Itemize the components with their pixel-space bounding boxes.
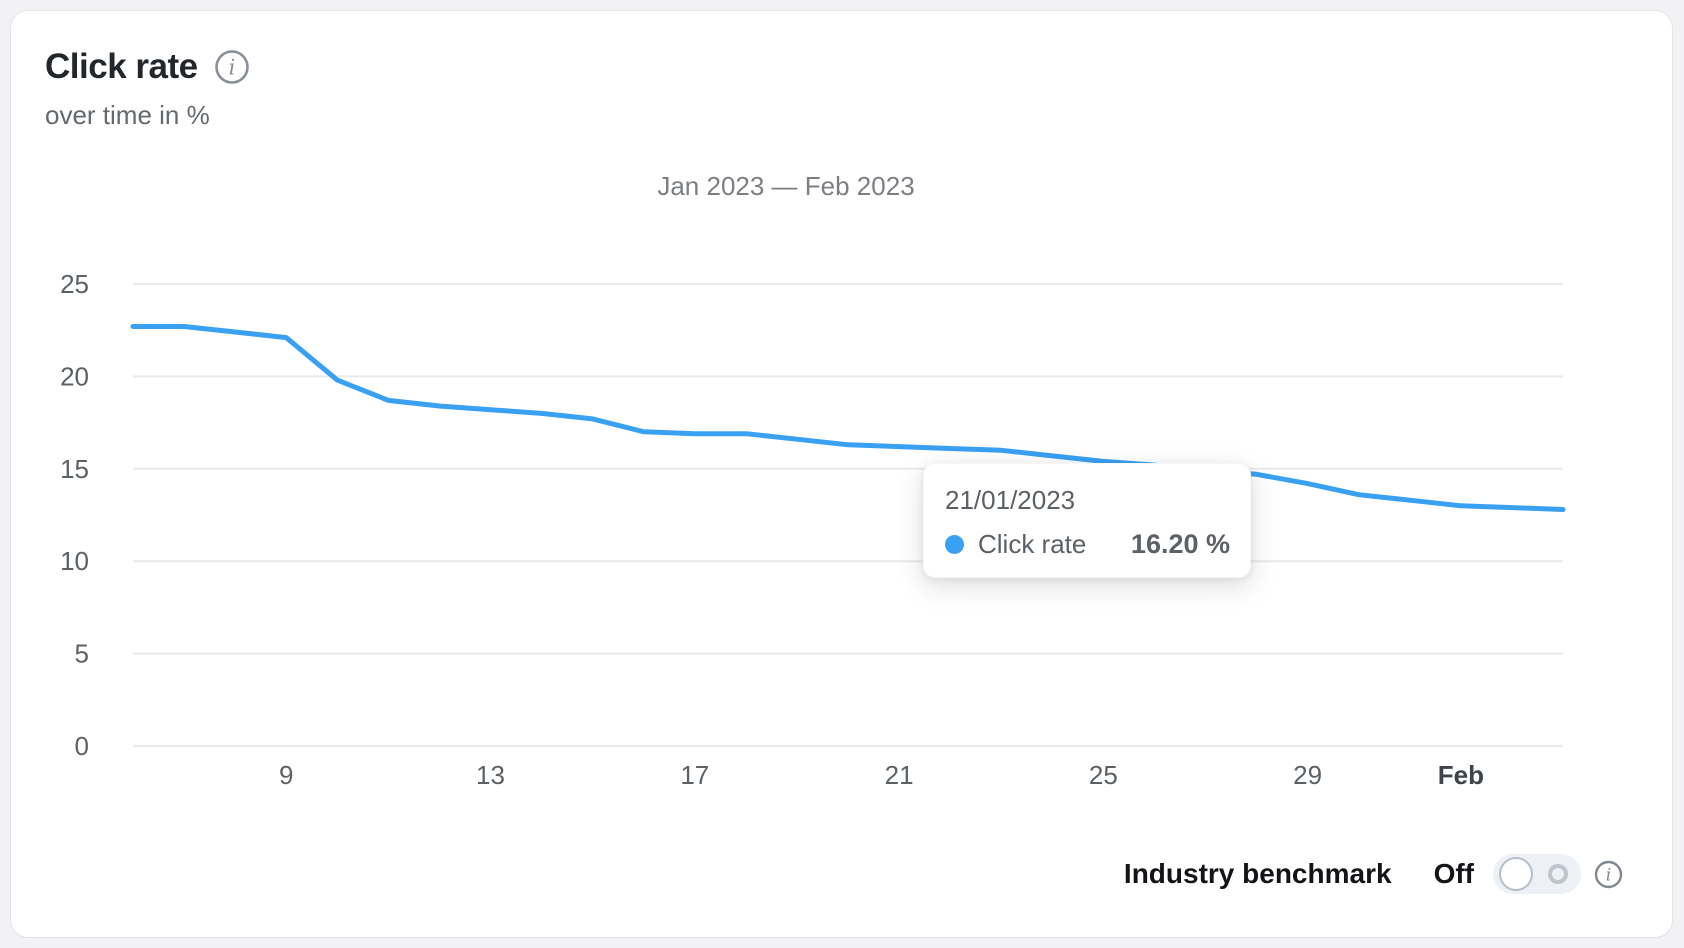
- card-header: Click rate i over time in %: [45, 47, 250, 131]
- chart-period-title: Jan 2023 — Feb 2023: [657, 171, 915, 201]
- toggle-ring-icon: [1548, 864, 1568, 884]
- x-tick-label: 13: [476, 760, 505, 790]
- click-rate-line[interactable]: [130, 324, 1566, 512]
- y-tick-label: 5: [75, 639, 89, 669]
- click-rate-card: Click rate i over time in % Jan 2023 — F…: [10, 10, 1673, 938]
- benchmark-info-icon[interactable]: i: [1594, 860, 1623, 889]
- tooltip-value: 16.20 %: [1130, 529, 1230, 559]
- x-tick-label: Feb: [1438, 760, 1484, 790]
- x-tick-label: 9: [279, 760, 293, 790]
- tooltip-series-label: Click rate: [978, 529, 1087, 559]
- benchmark-footer: Industry benchmark Off i: [1124, 852, 1623, 896]
- x-tick-label: 29: [1293, 760, 1322, 790]
- card-subtitle: over time in %: [45, 100, 210, 130]
- click-rate-chart[interactable]: 0 5 10 15 20 25 9 13 17 21 25 29 Feb: [11, 11, 1674, 939]
- benchmark-toggle[interactable]: [1493, 854, 1581, 894]
- y-tick-label: 10: [60, 546, 89, 576]
- y-tick-label: 15: [60, 454, 89, 484]
- x-tick-label: 25: [1089, 760, 1118, 790]
- toggle-knob-icon[interactable]: [1499, 857, 1533, 891]
- svg-text:i: i: [1606, 865, 1611, 885]
- benchmark-label: Industry benchmark: [1123, 858, 1392, 889]
- card-title: Click rate: [45, 47, 198, 86]
- tooltip-date: 21/01/2023: [945, 485, 1076, 515]
- chart-tooltip: 21/01/2023 Click rate 16.20 %: [923, 463, 1251, 578]
- svg-text:i: i: [228, 56, 235, 80]
- y-tick-label: 0: [75, 731, 89, 761]
- info-icon[interactable]: i: [214, 49, 250, 85]
- y-tick-label: 25: [60, 269, 89, 299]
- y-tick-label: 20: [60, 361, 89, 391]
- x-tick-label: 21: [885, 760, 914, 790]
- series-dot: [945, 535, 964, 554]
- x-tick-label: 17: [680, 760, 709, 790]
- benchmark-state-label: Off: [1433, 858, 1474, 889]
